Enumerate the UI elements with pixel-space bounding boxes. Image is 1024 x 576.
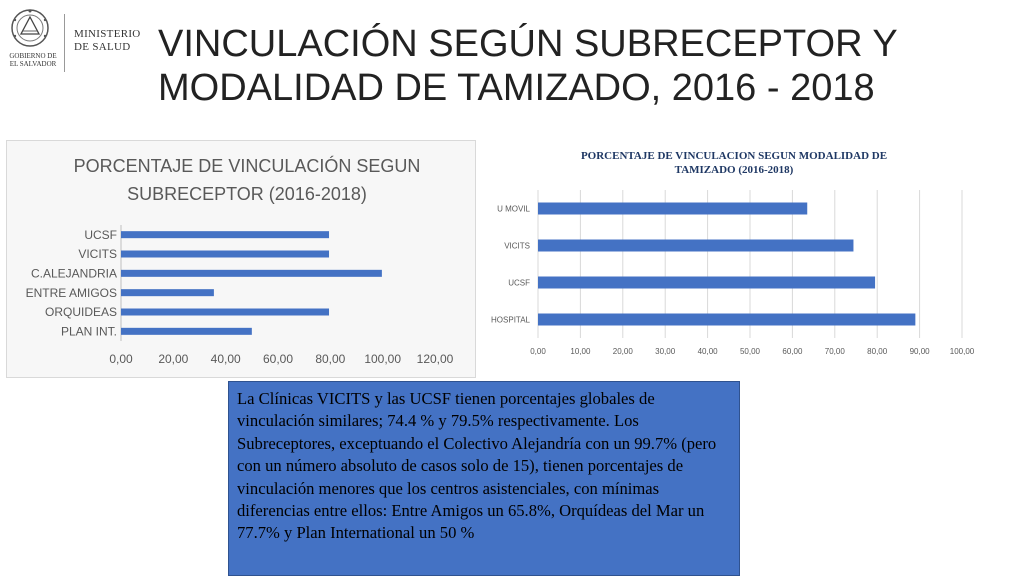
x-tick-label: 100,00	[364, 352, 401, 366]
bar	[121, 308, 330, 316]
x-tick-label: 50,00	[740, 347, 761, 356]
bar	[538, 239, 854, 252]
x-tick-label: 80,00	[867, 347, 888, 356]
logo-ministry-name: MINISTERIO DE SALUD	[74, 28, 141, 53]
chart-title-line: PORCENTAJE DE VINCULACIÓN SEGUN	[74, 155, 421, 176]
x-tick-label: 0,00	[530, 347, 546, 356]
x-tick-label: 40,00	[211, 352, 241, 366]
ministry-logo: MINISTERIO DE SALUD GOBIERNO DE EL SALVA…	[4, 6, 141, 72]
category-label: UCSF	[84, 228, 117, 242]
x-tick-label: 60,00	[263, 352, 293, 366]
subreceptor-chart-svg: PORCENTAJE DE VINCULACIÓN SEGUN SUBRECEPT…	[26, 155, 454, 366]
category-label: ORQUIDEAS	[45, 305, 117, 319]
bar	[538, 313, 916, 326]
x-tick-label: 20,00	[158, 352, 188, 366]
x-tick-label: 100,00	[950, 347, 975, 356]
x-tick-label: 0,00	[109, 352, 133, 366]
category-label: VICITS	[78, 247, 117, 261]
chart-title: PORCENTAJE DE VINCULACIÓN SEGUN SUBRECEPT…	[74, 155, 421, 204]
x-tick-label: 30,00	[655, 347, 676, 356]
category-label: PLAN INT.	[61, 325, 117, 339]
bar	[121, 269, 382, 277]
x-tick-label: 40,00	[698, 347, 719, 356]
x-tick-label: 60,00	[782, 347, 803, 356]
chart-title: PORCENTAJE DE VINCULACION SEGUN MODALIDA…	[581, 150, 887, 176]
chart-title-line: TAMIZADO (2016-2018)	[675, 164, 794, 176]
bar	[121, 231, 330, 239]
bar	[538, 202, 808, 215]
subreceptor-chart: PORCENTAJE DE VINCULACIÓN SEGUN SUBRECEPT…	[6, 140, 476, 378]
bar	[121, 327, 252, 335]
summary-textbox: La Clínicas VICITS y las UCSF tienen por…	[228, 381, 740, 576]
logo-government-name: GOBIERNO DE EL SALVADOR	[9, 52, 57, 68]
bar	[121, 250, 330, 258]
x-tick-label: 70,00	[825, 347, 846, 356]
category-label: ENTRE AMIGOS	[26, 286, 117, 300]
chart-title-line: PORCENTAJE DE VINCULACION SEGUN MODALIDA…	[581, 150, 887, 162]
category-label: C.ALEJANDRIA	[31, 267, 117, 281]
x-tick-label: 10,00	[570, 347, 591, 356]
x-tick-label: 120,00	[417, 352, 454, 366]
modality-chart-svg: PORCENTAJE DE VINCULACION SEGUN MODALIDA…	[491, 150, 975, 356]
modality-chart: PORCENTAJE DE VINCULACION SEGUN MODALIDA…	[478, 140, 1020, 376]
bar	[121, 289, 214, 297]
x-tick-label: 80,00	[315, 352, 345, 366]
slide-title: VINCULACIÓN SEGÚN SUBRECEPTOR Y MODALIDA…	[158, 23, 898, 109]
category-label: HOSPITAL	[491, 315, 531, 324]
x-tick-label: 20,00	[613, 347, 634, 356]
el-salvador-coat-of-arms-icon	[11, 9, 49, 47]
category-label: UCSF	[508, 278, 530, 287]
category-label: U MOVIL	[497, 204, 530, 213]
x-tick-label: 90,00	[910, 347, 931, 356]
bar	[538, 276, 876, 289]
logo-divider	[64, 14, 65, 72]
chart-title-line: SUBRECEPTOR (2016-2018)	[127, 184, 367, 204]
category-label: VICITS	[504, 241, 530, 250]
